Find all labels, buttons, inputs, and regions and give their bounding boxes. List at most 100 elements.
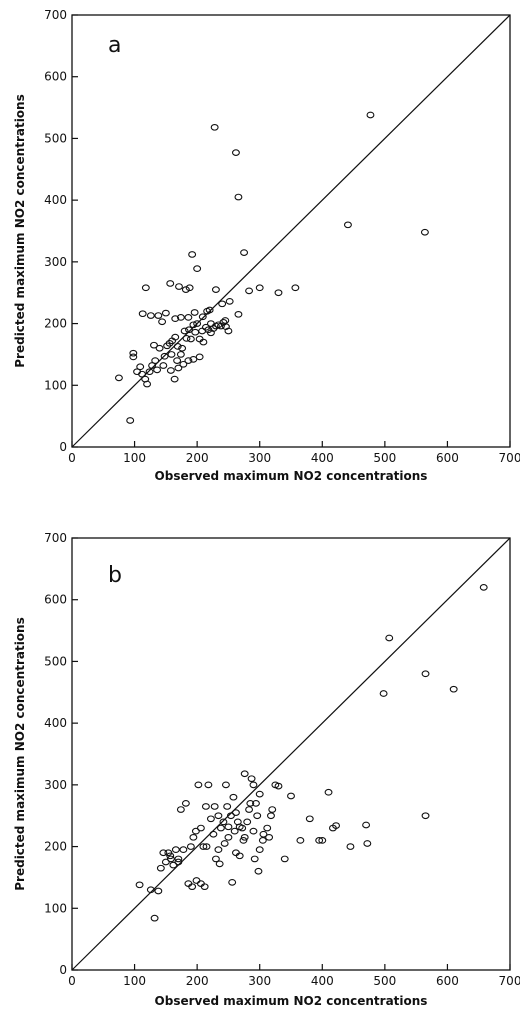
panel-b-data-point [191,827,200,835]
panel-a-data-point [420,228,429,236]
panel-b-ytick-label: 500 [44,654,67,668]
panel-b-data-point [146,886,155,894]
panel-b-data-point [231,849,240,857]
panel-a-data-point [190,309,199,316]
panel-a-one-to-one-line [71,14,511,448]
panel-b-data-point [332,822,341,829]
panel-a-xtick-label: 600 [436,451,459,465]
panel-b-data-point [221,781,230,789]
panel-b-marks: 0 100 200 300 400 500 600 700 0 100 200 300 400 500 60… [44,531,520,988]
panel-b-data-point [214,846,223,854]
panel-a-data-point [221,317,230,324]
panel-a-data-point [216,322,225,330]
panel-a-ytick-label: 500 [44,131,67,145]
panel-a-data-point [153,366,162,374]
panel-b-data-point [287,792,295,800]
panel-b-data-point [267,812,275,820]
panel-a-data-point [184,357,193,364]
panel-a-data-point [224,327,233,335]
panel-b-data-point [239,837,248,844]
panel-b-data-point [252,800,260,807]
panel-a-data-point [143,380,152,388]
panel-a-label: a [108,33,121,58]
panel-a-data-point [174,364,183,372]
panel-a-data-point [210,123,219,131]
panel-a-data-point [206,320,215,327]
panel-b-data-point [224,833,233,841]
panel-b-data-point [210,803,219,810]
panel-b-data-point [421,812,430,820]
panel-a-data-point [179,360,188,368]
panel-b-data-point [246,800,255,807]
panel-a-data-point [171,333,180,341]
panel-b-one-to-one-line [71,537,511,971]
panel-b-data-point [265,833,274,841]
panel-a-xtick-label: 300 [248,451,271,465]
panel-b-data-point [202,843,211,850]
panel-b-data-point [259,830,268,838]
panel-a-data-point [175,283,183,290]
panel-a-data-point [166,280,175,287]
panel-b-data-point [135,881,144,889]
panel-a-data-point [129,353,138,361]
panel-b-data-point [247,775,256,783]
panel-b-data-point [174,855,183,863]
panel-b-data-point [156,864,165,872]
panel-a-xtick-label: 400 [311,451,334,465]
panel-b-data-point [243,818,252,826]
panel-b-xtick-label: 300 [248,974,271,988]
panel-a-ytick-label: 600 [44,70,67,84]
panel-a-data-point [193,265,202,272]
panel-b-data-point [449,685,458,693]
panel-b-data-point [250,855,259,863]
panel-a-data-point [211,286,220,293]
panel-b: 0 100 200 300 400 500 600 700 0 100 200 300 400 500 60… [13,531,520,1008]
panel-a-data-point [158,318,167,326]
panel-a-data-point [151,357,160,364]
panel-b-data-point [363,840,372,847]
panel-a-data-point [366,111,375,119]
panel-a-frame [71,14,511,448]
panel-a-data-point [176,314,185,321]
panel-a-data-point [199,338,208,346]
panel-b-data-point [228,879,237,886]
panel-b-data-point [240,833,249,841]
panel-a-data-point [185,284,194,292]
panel-a-data-point [154,312,163,319]
panel-b-data-point [176,806,185,813]
panel-b-data-point [255,846,264,854]
panel-b-data-point [305,815,314,823]
panel-a-data-point [129,349,138,357]
panel-a-ytick-label: 200 [44,317,67,331]
panel-a: 0 100 200 300 400 500 600 700 0 100 200 300 400 500 60… [13,8,520,483]
panel-b-data-point [245,806,254,813]
panel-b-data-point [186,843,195,850]
panel-b-label: b [108,563,122,588]
panel-b-data-point [161,858,170,866]
panel-b-data-point [204,781,213,789]
panel-a-data-point [126,417,135,424]
panel-a-data-point [191,328,200,336]
panel-b-data-point [200,883,209,891]
panel-b-data-point [362,821,371,829]
panel-b-xtick-label: 0 [68,974,76,988]
panel-b-data-point [220,840,229,847]
panel-a-xtick-label: 100 [123,451,146,465]
panel-a-data-point [180,327,189,335]
panel-a-xtick-label: 700 [499,451,520,465]
panel-a-ytick-label: 0 [59,440,67,454]
panel-b-data-point [166,852,175,860]
panel-b-xtick-label: 700 [499,974,520,988]
panel-a-xtick-label: 500 [373,451,396,465]
panel-b-data-point [209,830,218,838]
panel-b-data-point [268,806,277,813]
panel-b-ytick-label: 600 [44,593,67,607]
panel-b-ytick-label: 100 [44,901,67,915]
panel-b-data-point [188,883,197,891]
panel-a-data-point [234,193,243,201]
panel-a-data-point [205,306,214,314]
panel-b-data-point [229,793,238,801]
panel-a-data-point [114,374,123,382]
panel-a-data-point [141,284,150,292]
panel-a-data-point [234,310,243,318]
